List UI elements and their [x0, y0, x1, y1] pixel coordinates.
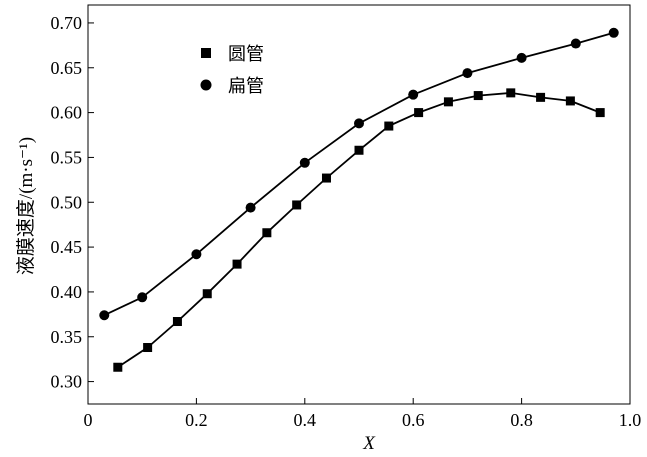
data-point-square	[354, 145, 364, 155]
y-tick-label: 0.50	[51, 192, 83, 212]
x-tick-label: 0.6	[402, 410, 425, 430]
x-tick-label: 1.0	[619, 410, 642, 430]
data-point-square	[565, 96, 575, 106]
data-point-circle	[570, 38, 581, 49]
y-tick-label: 0.65	[51, 58, 83, 78]
data-point-circle	[99, 310, 110, 321]
x-tick-label: 0.4	[294, 410, 317, 430]
plot-frame	[87, 4, 631, 405]
y-tick-label: 0.60	[51, 103, 83, 123]
legend-marker-square	[201, 48, 211, 58]
x-axis-title: X	[362, 433, 376, 454]
legend-label-series-1: 圆管	[228, 44, 264, 65]
y-tick-label: 0.40	[51, 282, 83, 302]
data-point-square	[443, 97, 453, 107]
y-axis-ticks: 0.30 0.35 0.40 0.45 0.50 0.55 0.60 0.65 0.70	[51, 13, 94, 392]
series-line-2	[103, 31, 614, 317]
legend: 圆管 扁管	[200, 44, 264, 97]
data-point-circle	[137, 292, 148, 303]
data-point-square	[202, 289, 212, 299]
data-point-square	[172, 317, 182, 327]
data-point-circle	[608, 27, 619, 38]
data-point-square	[143, 343, 153, 353]
data-point-square	[321, 173, 331, 183]
y-tick-label: 0.70	[51, 13, 83, 33]
data-point-square	[536, 92, 546, 102]
data-point-circle	[191, 249, 202, 260]
data-point-square	[595, 108, 605, 118]
y-axis-title: 液膜速度/(m·s⁻¹)	[15, 137, 37, 275]
series-line-1	[117, 92, 601, 368]
legend-label-series-2: 扁管	[228, 76, 264, 97]
data-point-square	[262, 228, 272, 238]
data-point-circle	[354, 118, 364, 129]
data-point-square	[232, 259, 242, 269]
data-point-square	[384, 121, 394, 131]
x-tick-label: 0	[84, 410, 93, 430]
series-layer	[99, 27, 619, 372]
data-point-circle	[299, 157, 310, 168]
y-tick-label: 0.35	[51, 327, 83, 347]
y-tick-label: 0.30	[51, 372, 83, 392]
data-point-square	[292, 200, 302, 210]
data-point-circle	[408, 89, 419, 100]
data-point-circle	[516, 52, 527, 63]
data-point-circle	[462, 68, 473, 79]
data-point-circle	[245, 202, 256, 213]
y-tick-label: 0.45	[51, 237, 83, 257]
data-point-square	[473, 91, 483, 101]
x-tick-label: 0.2	[185, 410, 208, 430]
y-tick-label: 0.55	[51, 147, 83, 167]
legend-marker-circle	[200, 79, 212, 91]
x-axis-ticks: 0 0.2 0.4 0.6 0.8 1.0	[84, 398, 642, 430]
data-point-square	[506, 88, 516, 98]
x-tick-label: 0.8	[510, 410, 533, 430]
data-point-square	[113, 362, 123, 372]
data-point-square	[414, 108, 424, 118]
